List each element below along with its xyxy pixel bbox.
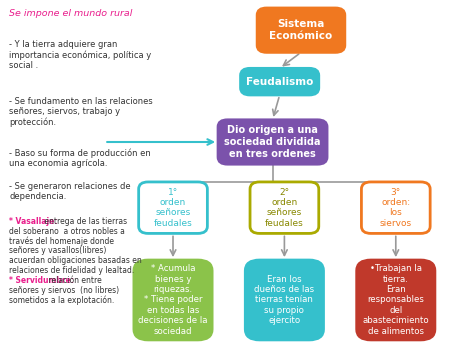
Text: - Y la tierra adquiere gran
importancia económica, política y
social .: - Y la tierra adquiere gran importancia … <box>9 40 152 70</box>
Text: 3°
orden:
los
siervos: 3° orden: los siervos <box>380 187 412 228</box>
FancyBboxPatch shape <box>138 182 207 234</box>
FancyBboxPatch shape <box>240 68 319 95</box>
FancyBboxPatch shape <box>246 260 323 340</box>
Text: del soberano  a otros nobles a: del soberano a otros nobles a <box>9 226 125 236</box>
Text: entrega de las tierras: entrega de las tierras <box>42 217 127 226</box>
FancyBboxPatch shape <box>361 182 430 234</box>
Text: - Baso su forma de producción en
una economia agrícola.: - Baso su forma de producción en una eco… <box>9 148 151 168</box>
Text: relación entre: relación entre <box>46 276 102 285</box>
Text: * Servidumbre:: * Servidumbre: <box>9 276 74 285</box>
FancyBboxPatch shape <box>250 182 319 234</box>
Text: Se impone el mundo rural: Se impone el mundo rural <box>9 9 133 18</box>
Text: Feudalismo: Feudalismo <box>246 77 313 87</box>
Text: Sistema
Económico: Sistema Económico <box>269 20 333 41</box>
Text: Eran los
dueños de las
tierras tenían
su propio
ejercito: Eran los dueños de las tierras tenían su… <box>255 275 314 325</box>
Text: sometidos a la explotación.: sometidos a la explotación. <box>9 296 115 305</box>
Text: señores y siervos  (no libres): señores y siervos (no libres) <box>9 286 119 295</box>
Text: •Trabajan la
tierra.
Eran
responsables
del
abastecimiento
de alimentos: •Trabajan la tierra. Eran responsables d… <box>363 264 429 336</box>
FancyBboxPatch shape <box>257 8 345 52</box>
FancyBboxPatch shape <box>356 260 435 340</box>
Text: * Vasallaje:: * Vasallaje: <box>9 217 58 226</box>
Text: acuerdan obligaciones basadas en: acuerdan obligaciones basadas en <box>9 256 142 266</box>
Text: relaciones de fidelidad y lealtad.: relaciones de fidelidad y lealtad. <box>9 266 135 275</box>
FancyBboxPatch shape <box>218 120 327 164</box>
Text: - Se fundamento en las relaciones
señores, siervos, trabajo y
protección.: - Se fundamento en las relaciones señore… <box>9 97 153 127</box>
Text: 2°
orden
señores
feudales: 2° orden señores feudales <box>265 187 304 228</box>
Text: - Se generaron relaciones de
dependencia.: - Se generaron relaciones de dependencia… <box>9 182 131 201</box>
Text: 1°
orden
señores
feudales: 1° orden señores feudales <box>154 187 192 228</box>
Text: * Acumula
bienes y
riquezas.
* Tiene poder
en todas las
decisiones de la
socieda: * Acumula bienes y riquezas. * Tiene pod… <box>138 264 208 336</box>
Text: señores y vasallos(libres): señores y vasallos(libres) <box>9 246 107 256</box>
Text: través del homenaje donde: través del homenaje donde <box>9 236 115 246</box>
FancyBboxPatch shape <box>134 260 212 340</box>
Text: Dio origen a una
sociedad dividida
en tres ordenes: Dio origen a una sociedad dividida en tr… <box>224 125 321 159</box>
